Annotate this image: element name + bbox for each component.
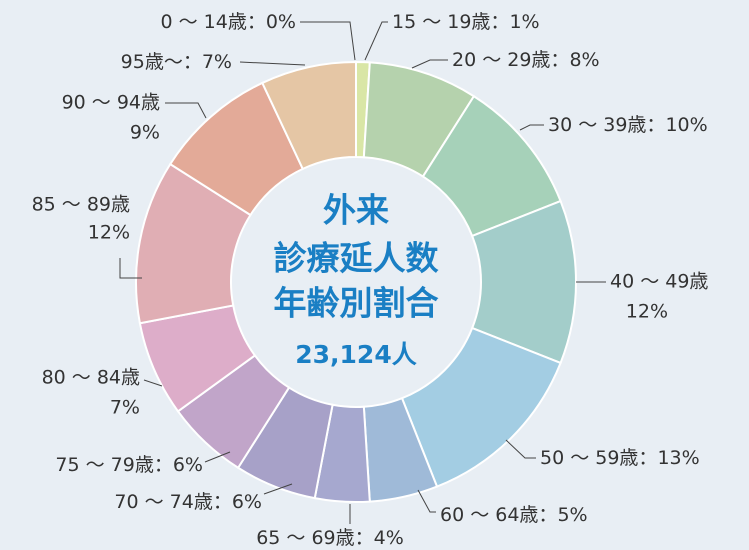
slice-category: 20 ～ 29歳： <box>452 49 569 71</box>
slice-label: 70 ～ 74歳：6% <box>114 491 262 513</box>
slice-value-label: 10% <box>665 114 707 136</box>
slice-category: 30 ～ 39歳： <box>548 114 665 136</box>
leader-line <box>417 489 436 513</box>
slice-category: 70 ～ 74歳： <box>114 491 231 513</box>
slice-category: 75 ～ 79歳： <box>55 454 172 476</box>
slice-category: 0 ～ 14歳： <box>160 11 265 33</box>
leader-line <box>263 483 293 495</box>
slice-label: 65 ～ 69歳：4% <box>256 527 404 549</box>
slice-label: 75 ～ 79歳：6% <box>55 454 203 476</box>
slice-label: 0 ～ 14歳：0% <box>160 11 296 33</box>
center-text: 23,124人 <box>295 340 416 369</box>
leader-line <box>119 258 142 279</box>
slice-label: 95歳～：7% <box>121 51 232 73</box>
slice-category: 60 ～ 64歳： <box>440 504 557 526</box>
leader-line <box>411 59 448 69</box>
slice-value-label: 9% <box>130 122 160 144</box>
slice-value-label: 12% <box>626 301 668 323</box>
leader-line <box>300 21 356 61</box>
leader-line <box>143 379 163 387</box>
slice-label: 50 ～ 59歳：13% <box>540 447 700 469</box>
leader-line <box>239 61 306 66</box>
slice-label: 15 ～ 19歳：1% <box>392 11 540 33</box>
slice-category: 15 ～ 19歳： <box>392 11 509 33</box>
slice <box>260 60 357 171</box>
slice-value-label: 0% <box>266 11 296 33</box>
slice-category: 95歳～： <box>121 51 202 73</box>
leader-line <box>165 102 207 119</box>
slice-category: 65 ～ 69歳： <box>256 527 373 549</box>
slice-value-label: 7% <box>110 397 140 419</box>
slice-value-label: 12% <box>88 222 130 244</box>
slice-label: 90 ～ 94歳 <box>62 92 160 114</box>
slice-value-label: 1% <box>509 11 539 33</box>
slice-label: 85 ～ 89歳 <box>32 194 130 216</box>
slice-label: 60 ～ 64歳：5% <box>440 504 588 526</box>
leader-line <box>505 439 536 459</box>
slice-value-label: 5% <box>557 504 587 526</box>
leader-line <box>364 21 388 61</box>
slice-value-label: 4% <box>374 527 404 549</box>
slice-category: 50 ～ 59歳： <box>540 447 657 469</box>
slice-value-label: 7% <box>202 51 232 73</box>
slice-value-label: 6% <box>173 454 203 476</box>
leader-line <box>204 451 231 463</box>
center-text: 外来 <box>323 191 389 230</box>
center-text: 年齢別割合 <box>274 284 439 323</box>
slice-value-label: 8% <box>569 49 599 71</box>
slice-value-label: 13% <box>657 447 699 469</box>
slice-label: 20 ～ 29歳：8% <box>452 49 600 71</box>
slice-value-label: 6% <box>232 491 262 513</box>
slice-label: 30 ～ 39歳：10% <box>548 114 708 136</box>
leader-line <box>519 124 544 131</box>
slice-label: 80 ～ 84歳 <box>42 367 140 389</box>
slice-label: 40 ～ 49歳 <box>610 271 708 293</box>
center-text: 診療延人数 <box>274 239 440 278</box>
